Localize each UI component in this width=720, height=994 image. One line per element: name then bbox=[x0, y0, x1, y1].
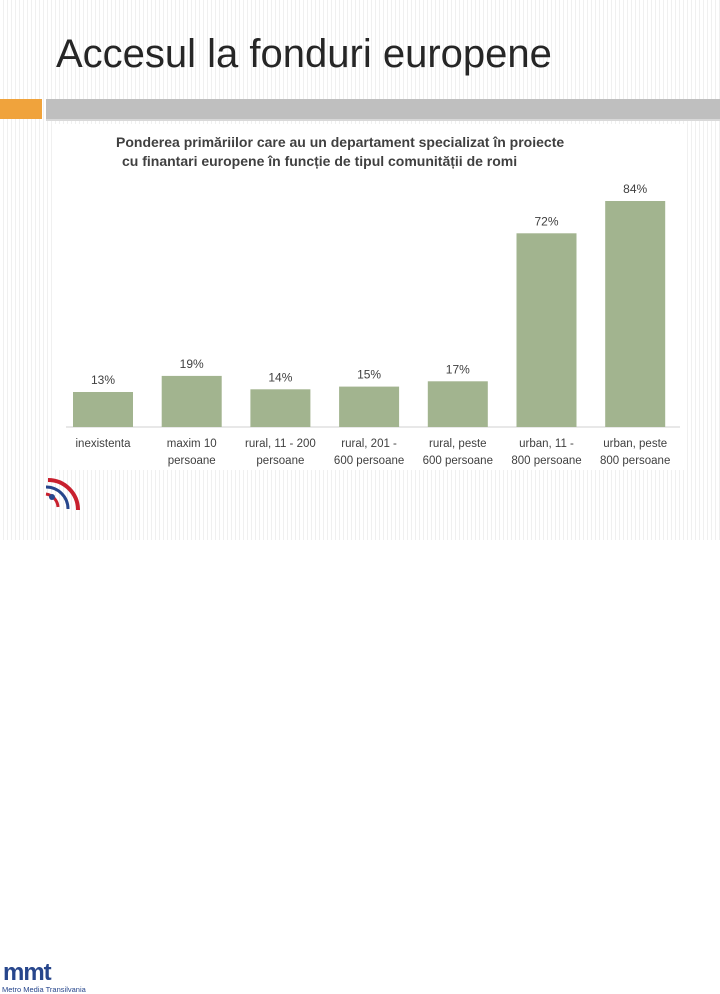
chart-title-line-1: Ponderea primăriilor care au un departam… bbox=[116, 134, 564, 150]
bars-layer: 13% inexistenta 19% maxim 10 persoane 14% rura… bbox=[73, 182, 670, 467]
category-label-1-0: maxim 10 bbox=[167, 438, 217, 450]
category-label-3-0: rural, 201 - bbox=[341, 438, 397, 450]
category-label-4-0: rural, peste bbox=[429, 438, 487, 450]
bar-0 bbox=[73, 392, 133, 427]
logo-subtitle: Metro Media Transilvania bbox=[2, 985, 86, 994]
bar-6 bbox=[605, 201, 666, 427]
category-label-3-1: 600 persoane bbox=[334, 455, 404, 467]
bar-3 bbox=[339, 386, 400, 427]
accent-line bbox=[46, 119, 720, 121]
bar-1 bbox=[161, 375, 222, 427]
category-label-5-0: urban, 11 - bbox=[519, 438, 574, 450]
category-label-0-0: inexistenta bbox=[76, 438, 132, 450]
data-label-0: 13% bbox=[91, 373, 115, 387]
category-label-2-1: persoane bbox=[256, 455, 304, 467]
data-label-6: 84% bbox=[623, 182, 647, 196]
slide-title: Accesul la fonduri europene bbox=[56, 32, 552, 76]
category-label-4-1: 600 persoane bbox=[423, 455, 493, 467]
category-label-5-1: 800 persoane bbox=[511, 455, 581, 467]
bar-chart: Ponderea primăriilor care au un departam… bbox=[66, 134, 680, 467]
category-label-2-0: rural, 11 - 200 bbox=[245, 438, 316, 450]
data-label-2: 14% bbox=[268, 370, 292, 384]
mmt-logo: mmt Metro Media Transilvania bbox=[0, 455, 110, 994]
data-label-5: 72% bbox=[534, 214, 558, 228]
bar-5 bbox=[516, 233, 577, 427]
category-label-6-0: urban, peste bbox=[603, 438, 667, 450]
category-label-1-1: persoane bbox=[168, 455, 216, 467]
accent-bar-gray bbox=[46, 99, 720, 119]
bar-2 bbox=[250, 389, 311, 427]
data-label-4: 17% bbox=[446, 362, 470, 376]
chart-panel: Ponderea primăriilor care au un departam… bbox=[54, 124, 686, 470]
category-label-6-1: 800 persoane bbox=[600, 455, 670, 467]
data-label-3: 15% bbox=[357, 368, 381, 382]
logo-wordmark: mmt bbox=[3, 959, 52, 986]
chart-title-line-2: cu finantari europene în funcție de tipu… bbox=[122, 153, 517, 169]
logo-arcs-icon bbox=[45, 478, 80, 511]
bar-4 bbox=[427, 381, 488, 427]
data-label-1: 19% bbox=[180, 357, 204, 371]
accent-bar-orange bbox=[0, 99, 42, 119]
